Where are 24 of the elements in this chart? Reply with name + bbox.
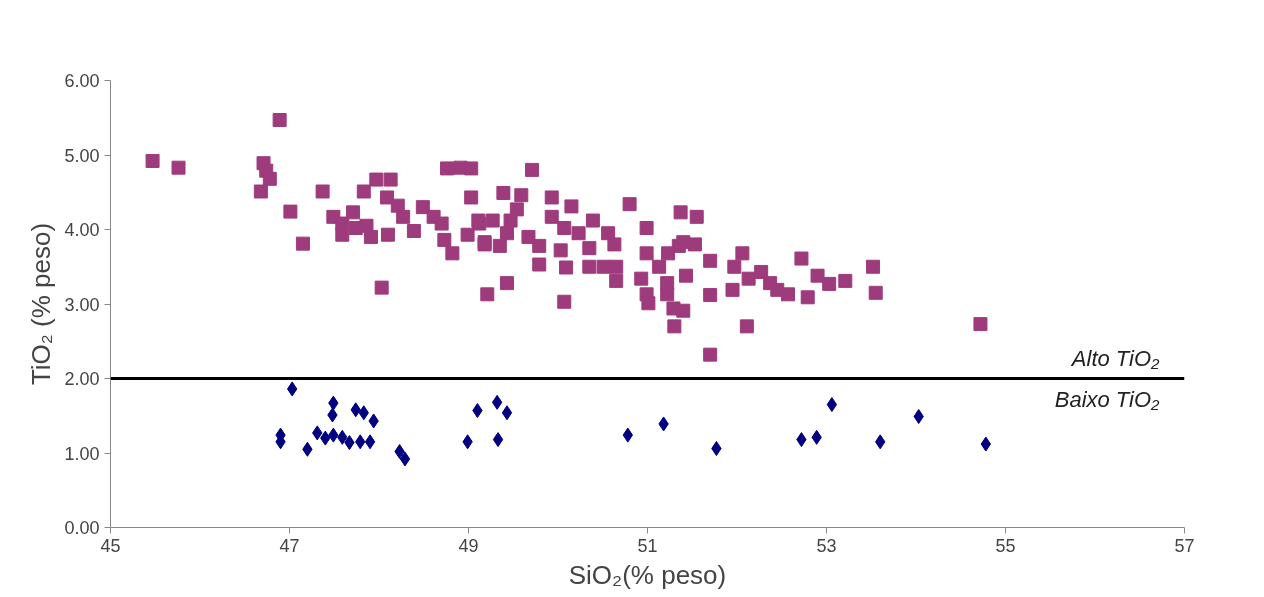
- x-axis-title: SiO₂(% peso): [568, 559, 727, 590]
- point: [399, 451, 411, 467]
- annotation: Baixo TiO₂: [1054, 386, 1161, 412]
- x-tick-label: 51: [637, 535, 658, 556]
- x-tick-label: 57: [1174, 535, 1195, 556]
- x-tick-label: 45: [100, 535, 121, 556]
- y-axis-title: TiO₂ (% peso): [26, 222, 57, 386]
- x-tick-label: 53: [816, 535, 837, 556]
- point: [491, 394, 503, 410]
- point: [364, 434, 376, 450]
- point: [826, 397, 838, 413]
- point: [492, 432, 504, 448]
- y-tick-label: 2.00: [64, 369, 100, 389]
- y-tick-label: 3.00: [64, 294, 100, 315]
- y-tick-label: 4.00: [64, 220, 100, 240]
- y-tick-label: 6.00: [64, 71, 100, 91]
- y-tick-label: 0.00: [64, 518, 100, 538]
- annotation: Alto TiO₂: [1069, 345, 1161, 371]
- x-tick-label: 47: [279, 535, 300, 556]
- x-tick-label: 49: [458, 535, 479, 556]
- point: [501, 405, 513, 421]
- y-tick-label: 1.00: [64, 443, 100, 464]
- x-tick-label: 55: [995, 535, 1016, 556]
- y-tick-label: 5.00: [64, 145, 100, 166]
